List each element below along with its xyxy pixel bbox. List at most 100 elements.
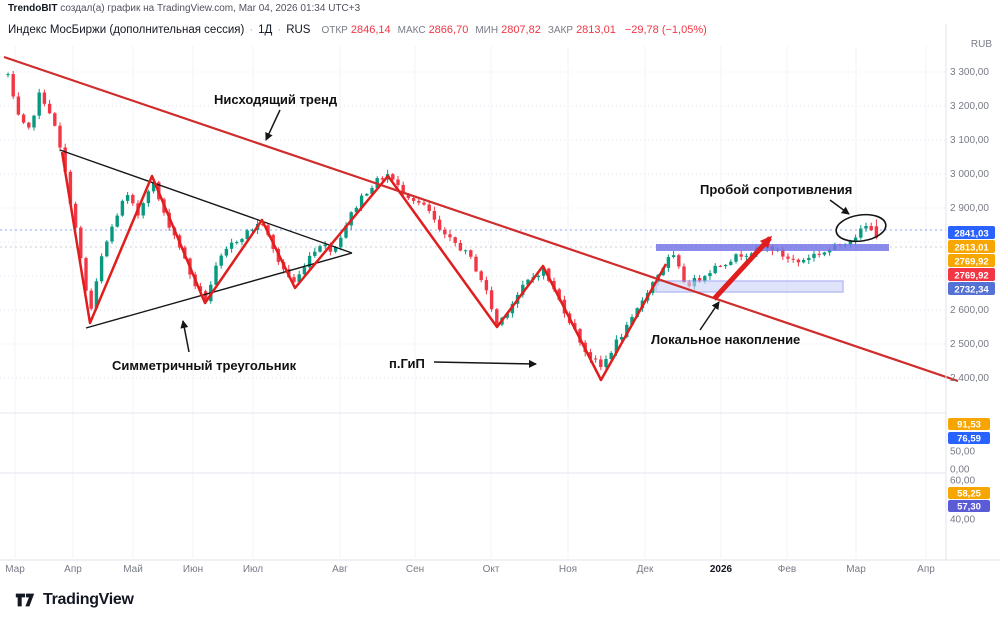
symbol-title[interactable]: Индекс МосБиржи (дополнительная сессия) bbox=[8, 24, 245, 36]
indicator-tick-label[interactable]: 0,00 bbox=[950, 465, 970, 476]
tradingview-logo[interactable]: TradingView bbox=[14, 589, 134, 611]
price-zigzag-line[interactable] bbox=[60, 151, 668, 382]
indicator-tick-label[interactable]: 40,00 bbox=[950, 515, 975, 526]
candle-body bbox=[437, 219, 442, 230]
annotation-arrow[interactable] bbox=[180, 320, 190, 353]
month-tick-label[interactable]: Мар bbox=[846, 564, 866, 575]
price-tick-label[interactable]: 3 300,00 bbox=[950, 67, 989, 78]
month-tick-label[interactable]: Апр bbox=[64, 564, 82, 575]
candle-body bbox=[339, 237, 343, 248]
candle-body bbox=[729, 261, 733, 265]
candle-body bbox=[635, 308, 639, 317]
candle-body bbox=[739, 254, 743, 257]
breakout-arrow[interactable] bbox=[712, 235, 773, 301]
annotation-text[interactable]: Симметричный треугольник bbox=[112, 358, 297, 373]
price-badge[interactable] bbox=[948, 254, 995, 267]
attribution-username[interactable]: TrendoBIT bbox=[8, 3, 58, 14]
indicator-badge[interactable] bbox=[948, 487, 990, 499]
price-badge[interactable] bbox=[948, 282, 995, 295]
price-tick-label[interactable]: 3 200,00 bbox=[950, 101, 989, 112]
candle-body bbox=[328, 244, 333, 252]
candle-body bbox=[599, 359, 603, 368]
price-tick-label[interactable]: 2 400,00 bbox=[950, 373, 989, 384]
year-tick-label[interactable]: 2026 bbox=[710, 564, 733, 575]
price-badge[interactable] bbox=[948, 268, 995, 281]
candle-body bbox=[37, 92, 41, 116]
month-tick-label[interactable]: Авг bbox=[332, 564, 348, 575]
candle-body bbox=[302, 267, 307, 275]
triangle-lower-line[interactable] bbox=[85, 252, 353, 329]
indicator-badge-text: 91,53 bbox=[957, 420, 981, 431]
annotation-arrow[interactable] bbox=[265, 109, 281, 141]
month-tick-label[interactable]: Мар bbox=[5, 564, 25, 575]
candle-body bbox=[536, 275, 541, 278]
annotation-arrow[interactable] bbox=[433, 359, 537, 368]
candle-body bbox=[354, 207, 359, 213]
candle-body bbox=[380, 178, 385, 180]
price-badge[interactable] bbox=[948, 240, 995, 253]
month-tick-label[interactable]: Май bbox=[123, 564, 143, 575]
price-badge-text: 2769,92 bbox=[954, 257, 988, 268]
month-tick-label[interactable]: Июн bbox=[183, 564, 203, 575]
candle-body bbox=[365, 193, 369, 196]
price-tick-label[interactable]: 3 000,00 bbox=[950, 169, 989, 180]
indicator-badge[interactable] bbox=[948, 432, 990, 444]
candle-body bbox=[578, 329, 582, 343]
candle-body bbox=[370, 187, 374, 194]
annotation-text[interactable]: Локальное накопление bbox=[651, 332, 800, 347]
candle-body bbox=[557, 289, 561, 300]
candle-body bbox=[489, 290, 494, 310]
candle-body bbox=[495, 309, 499, 325]
breakout-circle[interactable] bbox=[834, 212, 887, 245]
price-tick-label[interactable]: 2 500,00 bbox=[950, 339, 989, 350]
triangle-upper-line[interactable] bbox=[59, 149, 353, 254]
price-tick-label[interactable]: 2 900,00 bbox=[950, 203, 989, 214]
price-tick-label[interactable]: 3 100,00 bbox=[950, 135, 989, 146]
month-tick-label[interactable]: Окт bbox=[483, 564, 500, 575]
trend-drawings[interactable] bbox=[3, 55, 959, 383]
candle-body bbox=[469, 250, 473, 257]
month-tick-label[interactable]: Июл bbox=[243, 564, 263, 575]
accumulation-zone[interactable] bbox=[655, 280, 844, 293]
annotation-text[interactable]: п.ГиП bbox=[389, 356, 425, 371]
candle-body bbox=[203, 291, 208, 302]
indicator-tick-label[interactable]: 50,00 bbox=[950, 447, 975, 458]
candle-body bbox=[869, 225, 873, 231]
indicator-tick-label[interactable]: 60,00 bbox=[950, 476, 975, 487]
month-tick-label[interactable]: Апр bbox=[917, 564, 935, 575]
interval-label[interactable]: 1Д bbox=[258, 24, 273, 36]
candle-body bbox=[89, 290, 93, 309]
month-tick-label[interactable]: Фев bbox=[778, 564, 796, 575]
candle-body bbox=[84, 258, 88, 291]
indicator-badge[interactable] bbox=[948, 418, 990, 430]
candle-body bbox=[874, 226, 879, 238]
annotation-arrow[interactable] bbox=[829, 199, 850, 215]
price-badge[interactable] bbox=[948, 226, 995, 239]
annotation-text[interactable]: Пробой сопротивления bbox=[700, 182, 852, 197]
indicator-badge[interactable] bbox=[948, 500, 990, 512]
candle-body bbox=[198, 286, 203, 292]
candle-body bbox=[853, 237, 858, 241]
axes[interactable]: RUB 3 300,00 3 200,00 3 100,00 3 000,00 2 900… bbox=[0, 24, 1000, 575]
support-resistance-zones[interactable] bbox=[655, 244, 889, 293]
month-tick-label[interactable]: Ноя bbox=[559, 564, 577, 575]
currency-label: RUB bbox=[971, 39, 992, 50]
indicator-badge-text: 76,59 bbox=[957, 434, 981, 445]
month-tick-label[interactable]: Сен bbox=[406, 564, 424, 575]
price-tick-label[interactable]: 2 600,00 bbox=[950, 305, 989, 316]
candle-body bbox=[79, 227, 83, 259]
candle-body bbox=[68, 171, 73, 204]
resistance-band[interactable] bbox=[656, 244, 889, 251]
annotation-arrow[interactable] bbox=[699, 301, 720, 331]
price-badge-text: 2732,34 bbox=[954, 285, 989, 296]
candle-body bbox=[432, 211, 437, 220]
candle-body bbox=[474, 256, 478, 272]
annotation-text[interactable]: Нисходящий тренд bbox=[214, 92, 338, 107]
candle-body bbox=[796, 259, 801, 263]
candle-body bbox=[448, 234, 452, 238]
downtrend-line[interactable] bbox=[3, 55, 959, 383]
text-annotations[interactable]: Нисходящий тренд Симметричный треугольник… bbox=[112, 92, 852, 373]
month-tick-label[interactable]: Дек bbox=[637, 564, 654, 575]
